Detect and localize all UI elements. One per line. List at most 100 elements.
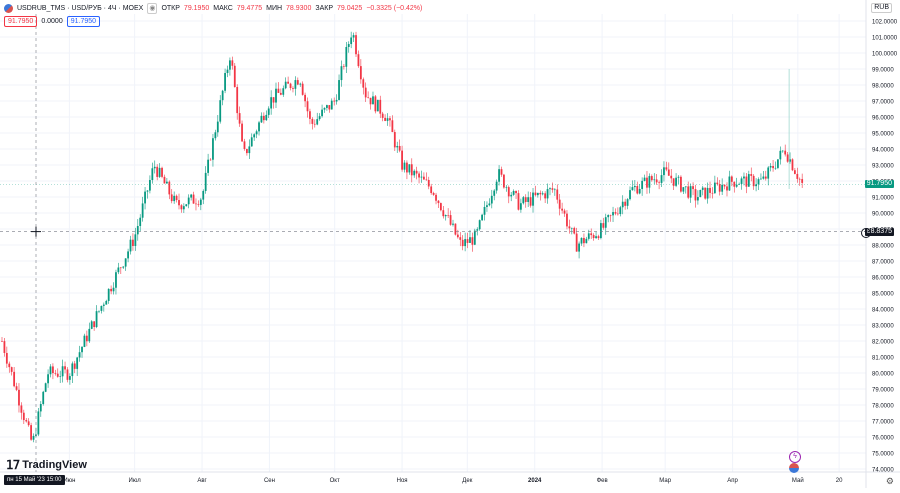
sell-button[interactable]: 91.7950: [4, 16, 38, 27]
candle-body: [573, 227, 576, 234]
price-tick-label: 80.0000: [872, 372, 894, 378]
candle-body: [784, 150, 787, 155]
symbol-title[interactable]: USDRUB_TMS · USD/РУБ · 4Ч · MOEX: [17, 5, 144, 12]
candle-body: [641, 180, 644, 189]
high-value: 79.4775: [236, 5, 263, 12]
candle-body: [456, 234, 459, 238]
candle-body: [13, 371, 16, 387]
candle-body: [415, 170, 418, 174]
candle-body: [473, 230, 476, 245]
candle-body: [207, 159, 210, 173]
candle-body: [396, 145, 399, 148]
us-flag-icon[interactable]: [789, 463, 799, 473]
candle-body: [20, 405, 23, 413]
candle-body: [406, 162, 408, 173]
candle-body: [760, 178, 762, 180]
candle-body: [204, 172, 207, 191]
candle-body: [777, 159, 779, 168]
candle-body: [469, 237, 471, 243]
candle-body: [711, 192, 714, 194]
candle-body: [93, 321, 96, 328]
candle-body: [187, 197, 190, 205]
candle-body: [675, 177, 677, 186]
candle-body: [713, 182, 716, 194]
candle-body: [10, 367, 13, 372]
candle-body: [556, 189, 559, 200]
candle-body: [68, 376, 71, 380]
time-tick-label: Фев: [597, 478, 608, 484]
candle-body: [580, 237, 583, 244]
candle-body: [180, 205, 183, 210]
candle-body: [646, 177, 648, 188]
candle-body: [245, 149, 248, 154]
candle-body: [704, 187, 707, 199]
candle-body: [459, 237, 462, 240]
candle-body: [342, 66, 345, 67]
price-tick-label: 75.0000: [872, 452, 894, 458]
candle-body: [267, 108, 270, 115]
candle-body: [614, 212, 617, 214]
candle-body: [619, 207, 622, 215]
candle-body: [316, 119, 319, 125]
candle-body: [229, 60, 231, 70]
candle-body: [689, 186, 692, 198]
time-tick-label: Мар: [659, 478, 671, 484]
candle-body: [5, 352, 8, 364]
add-alert-icon[interactable]: +: [861, 228, 871, 238]
gear-icon[interactable]: ⚙: [885, 476, 894, 486]
candle-body: [182, 206, 185, 210]
candle-body: [561, 208, 564, 211]
candle-body: [95, 311, 98, 328]
tradingview-logo[interactable]: 𝟣𝟩 TradingView: [6, 458, 87, 472]
candle-body: [612, 212, 614, 216]
candle-body: [52, 366, 54, 374]
buy-button[interactable]: 91.7950: [66, 16, 101, 27]
candle-body: [355, 35, 357, 55]
candle-body: [105, 300, 108, 305]
price-tick-label: 84.0000: [872, 308, 894, 314]
time-tick-label: Ноя: [397, 478, 408, 484]
candle-body: [439, 203, 442, 211]
candle-body: [398, 145, 401, 151]
candle-body: [735, 184, 738, 187]
candle-body: [304, 94, 306, 102]
price-tick-label: 74.0000: [872, 468, 894, 474]
candle-body: [292, 88, 294, 89]
candle-body: [677, 176, 680, 178]
candle-body: [655, 179, 658, 183]
last-price-label: 91.7950: [864, 180, 894, 188]
price-tick-label: 97.0000: [872, 100, 894, 106]
candle-body: [507, 187, 510, 197]
candle-body: [410, 164, 413, 176]
candle-body: [156, 166, 159, 177]
candle-body: [454, 223, 457, 235]
candle-body: [568, 226, 571, 229]
currency-selector[interactable]: RUB: [871, 3, 892, 13]
candle-body: [226, 69, 229, 74]
candle-body: [265, 114, 268, 121]
candle-body: [197, 204, 200, 205]
candle-body: [510, 194, 513, 197]
candle-body: [522, 197, 525, 204]
candle-body: [551, 188, 554, 190]
candle-body: [697, 197, 699, 201]
candle-body: [658, 182, 661, 183]
candle-body: [98, 310, 100, 312]
candle-body: [423, 176, 425, 180]
candle-body: [272, 97, 275, 103]
candle-body: [789, 159, 791, 162]
candle-body: [539, 192, 542, 195]
candle-body: [44, 383, 47, 392]
lightning-icon[interactable]: ϟ: [789, 451, 801, 463]
candle-body: [90, 321, 93, 329]
candle-body: [117, 267, 120, 273]
candle-body: [427, 179, 430, 187]
candle-body: [139, 217, 142, 227]
candle-body: [64, 366, 66, 370]
time-tick-label: Апр: [727, 478, 738, 484]
candle-body: [202, 190, 205, 200]
eye-icon[interactable]: ◉: [147, 3, 158, 14]
candle-body: [418, 173, 420, 178]
